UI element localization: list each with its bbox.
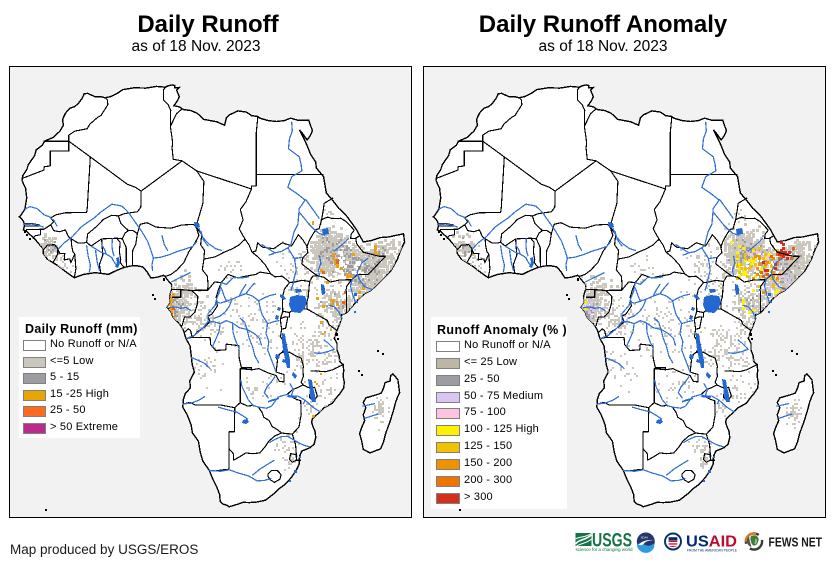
svg-text:FROM THE AMERICAN PEOPLE: FROM THE AMERICAN PEOPLE	[687, 548, 738, 552]
svg-text:USAID: USAID	[686, 534, 737, 551]
svg-text:science for a changing world: science for a changing world	[576, 547, 633, 552]
svg-text:FEWS NET: FEWS NET	[769, 534, 823, 549]
svg-text:USGS: USGS	[592, 531, 632, 552]
svg-text:NOAA: NOAA	[641, 536, 649, 540]
